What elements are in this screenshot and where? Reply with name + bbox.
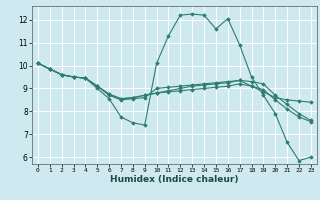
X-axis label: Humidex (Indice chaleur): Humidex (Indice chaleur) xyxy=(110,175,239,184)
